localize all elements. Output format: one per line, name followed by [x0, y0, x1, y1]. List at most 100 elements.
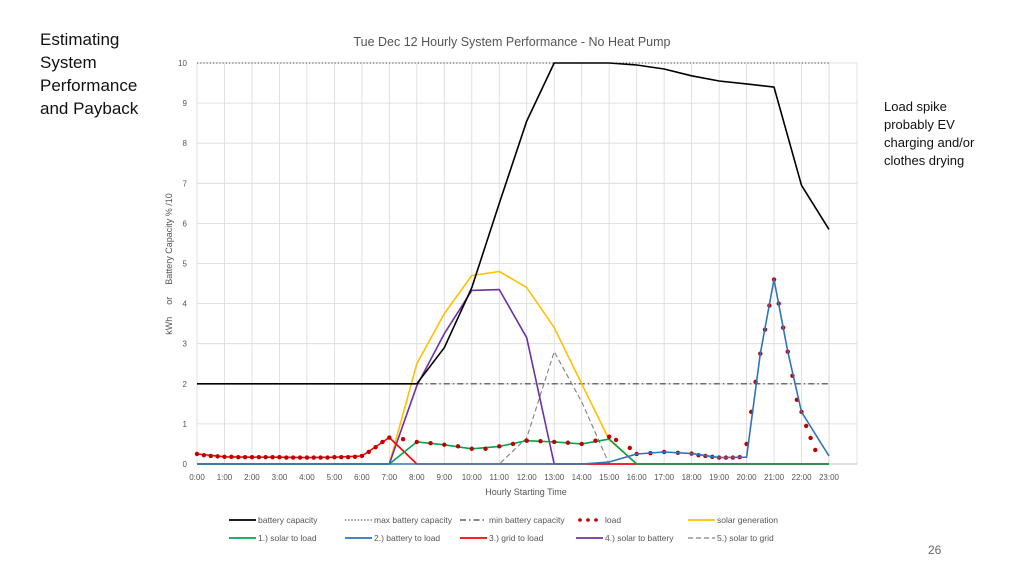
legend-item: load — [578, 515, 621, 525]
load-marker — [606, 434, 612, 439]
load-marker — [380, 439, 385, 445]
load-marker — [469, 446, 474, 451]
load-marker — [366, 449, 371, 455]
x-tick-label: 10:00 — [462, 473, 483, 482]
load-marker — [400, 436, 406, 442]
load-marker — [249, 454, 255, 460]
load-marker — [593, 438, 598, 443]
load-marker — [290, 455, 296, 460]
load-marker — [538, 438, 543, 444]
y-tick-label: 10 — [178, 59, 187, 68]
legend-label: 2.) battery to load — [374, 533, 440, 543]
load-marker — [318, 455, 323, 460]
load-marker — [236, 454, 241, 460]
load-marker — [256, 454, 262, 460]
load-marker — [242, 454, 248, 460]
load-marker — [284, 455, 289, 460]
page-number: 26 — [928, 543, 942, 557]
legend-item: min battery capacity — [460, 515, 565, 525]
load-marker — [229, 454, 234, 459]
load-marker — [339, 454, 344, 460]
y-tick-label: 5 — [183, 260, 188, 269]
x-tick-label: 20:00 — [737, 473, 758, 482]
load-marker — [613, 437, 619, 443]
legend-item: 4.) solar to battery — [576, 533, 674, 543]
x-tick-label: 3:00 — [272, 473, 288, 482]
y-axis-title-part: or — [164, 297, 174, 305]
x-tick-label: 16:00 — [627, 473, 648, 482]
series-line-solar-generation — [197, 270, 829, 465]
legend-swatch-marker — [586, 518, 590, 522]
y-tick-label: 3 — [183, 340, 188, 349]
annotation-line: clothes drying — [884, 153, 965, 168]
load-marker — [627, 445, 632, 451]
y-tick-label: 7 — [183, 179, 188, 188]
load-marker — [277, 454, 282, 460]
slide-title-line: Performance — [40, 76, 138, 95]
series-layer — [194, 62, 830, 465]
load-marker — [565, 440, 571, 445]
y-tick-labels: 0 1 2 3 4 5 6 7 8 9 10 — [178, 59, 187, 469]
legend-label: min battery capacity — [489, 515, 565, 525]
x-tick-label: 0:00 — [189, 473, 205, 482]
x-tick-label: 8:00 — [409, 473, 425, 482]
load-marker — [297, 455, 303, 460]
load-marker — [194, 451, 200, 457]
series-line-5-solar-to-grid — [197, 351, 829, 465]
y-axis-title-part: kWh — [164, 317, 174, 335]
legend-item: 1.) solar to load — [229, 533, 317, 543]
x-tick-label: 9:00 — [437, 473, 453, 482]
x-tick-label: 15:00 — [599, 473, 620, 482]
load-marker — [579, 441, 584, 447]
x-tick-label: 18:00 — [682, 473, 703, 482]
x-tick-label: 1:00 — [217, 473, 233, 482]
load-marker — [311, 455, 316, 460]
load-marker — [442, 442, 447, 447]
legend-swatch-marker — [578, 518, 582, 522]
x-tick-label: 11:00 — [490, 473, 510, 482]
y-axis-title: kWh or Battery Capacity % /10 — [164, 193, 174, 335]
load-marker — [201, 452, 207, 458]
load-marker — [352, 454, 358, 459]
x-tick-label: 14:00 — [572, 473, 593, 482]
chart-title: Tue Dec 12 Hourly System Performance - N… — [353, 35, 670, 49]
y-tick-label: 1 — [183, 420, 188, 429]
load-marker — [552, 439, 557, 445]
y-tick-label: 9 — [183, 99, 188, 108]
x-tick-label: 2:00 — [244, 473, 260, 482]
load-marker — [373, 444, 378, 450]
legend-label: 1.) solar to load — [258, 533, 317, 543]
slide-title-line: Estimating — [40, 30, 120, 49]
x-tick-label: 21:00 — [764, 473, 785, 482]
y-tick-label: 0 — [183, 460, 188, 469]
load-marker — [270, 454, 275, 460]
x-tick-label: 17:00 — [654, 473, 675, 482]
load-marker — [332, 454, 337, 460]
series-line-2-battery-to-load — [197, 278, 830, 465]
load-spike-annotation: Load spike probably EV charging and/or c… — [884, 98, 1004, 170]
load-marker — [524, 438, 529, 443]
x-axis-title: Hourly Starting Time — [485, 487, 567, 497]
load-marker — [345, 454, 351, 460]
load-marker — [304, 455, 310, 460]
x-tick-label: 23:00 — [819, 473, 840, 482]
load-marker — [215, 454, 220, 459]
series-line-battery-capacity — [197, 62, 830, 385]
legend-item: 5.) solar to grid — [688, 533, 774, 543]
slide-title: Estimating System Performance and Paybac… — [40, 28, 170, 120]
legend-label: battery capacity — [258, 515, 318, 525]
annotation-line: probably EV — [884, 117, 955, 132]
x-tick-label: 7:00 — [382, 473, 398, 482]
legend-item: solar generation — [688, 515, 778, 525]
load-marker — [803, 423, 809, 429]
slide-title-line: and Payback — [40, 99, 139, 118]
y-tick-label: 4 — [183, 300, 188, 309]
load-marker — [222, 454, 227, 459]
annotation-line: Load spike — [884, 99, 947, 114]
legend-label: load — [605, 515, 621, 525]
y-axis-title-part: Battery Capacity % /10 — [164, 193, 174, 285]
legend-item: 2.) battery to load — [345, 533, 440, 543]
legend-item: 3.) grid to load — [460, 533, 544, 543]
load-marker — [497, 444, 502, 449]
